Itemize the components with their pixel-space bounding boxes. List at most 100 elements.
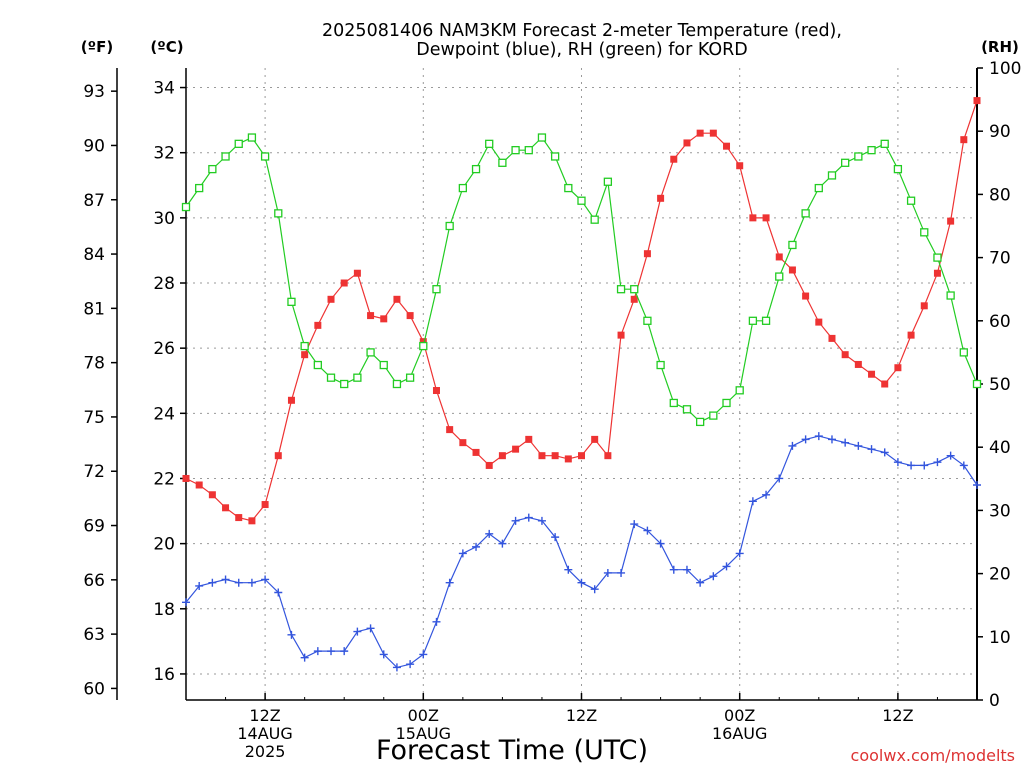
temperature-point	[538, 452, 546, 460]
dewpoint-point	[577, 578, 586, 587]
rh-point	[933, 253, 942, 262]
rh-point	[722, 398, 731, 408]
temperature-point	[643, 250, 651, 258]
rh-point	[775, 272, 784, 281]
rh-point	[630, 285, 639, 294]
left-axis-unit-celsius: (ºC)	[150, 38, 183, 56]
dewpoint-point	[379, 650, 388, 659]
dewpoint-point	[511, 516, 520, 525]
rh-point	[366, 348, 375, 357]
temperature-point	[723, 142, 731, 150]
rh-point	[906, 196, 916, 205]
dewpoint-point	[458, 549, 467, 558]
temperature-point	[788, 266, 796, 274]
rh-point	[458, 183, 468, 193]
dewpoint-point	[432, 617, 441, 626]
rh-point	[537, 133, 547, 142]
temperature-point	[248, 517, 256, 525]
time-tick-label: 16AUG	[712, 724, 767, 743]
temperature-point	[670, 155, 678, 163]
temperature-point	[709, 129, 717, 137]
temperature-point	[222, 504, 230, 512]
fahrenheit-tick-label: 60	[83, 679, 105, 699]
dewpoint-point	[841, 438, 850, 447]
dewpoint-point	[643, 526, 652, 535]
temperature-point	[472, 448, 480, 456]
rh-point	[419, 341, 428, 351]
dewpoint-point	[300, 653, 309, 662]
rh-point	[524, 146, 533, 155]
rh-point	[445, 221, 454, 231]
temperature-point	[432, 387, 440, 395]
celsius-tick-label: 32	[153, 144, 175, 164]
rh-point	[392, 379, 402, 389]
dewpoint-point	[472, 542, 481, 551]
temperature-point	[419, 338, 427, 346]
fahrenheit-tick-label: 81	[83, 299, 105, 319]
dewpoint-point	[630, 520, 639, 529]
temperature-point	[485, 461, 493, 469]
rh-point	[300, 341, 309, 351]
celsius-tick-label: 18	[153, 600, 175, 620]
time-tick-label: 12Z	[249, 706, 280, 725]
dewpoint-point	[656, 539, 665, 548]
dewpoint-point	[959, 461, 968, 470]
axes	[111, 67, 983, 701]
temperature-point	[340, 279, 348, 287]
dewpoint-point	[195, 581, 204, 590]
rh-point	[485, 139, 494, 148]
dewpoint-point	[366, 624, 375, 633]
dewpoint-point	[313, 647, 322, 656]
dewpoint-point	[221, 575, 230, 584]
fahrenheit-tick-label: 72	[83, 462, 105, 482]
temperature-point	[367, 312, 375, 320]
rh-point	[761, 316, 771, 325]
time-tick-label: 00Z	[408, 706, 439, 725]
rh-point	[550, 152, 560, 161]
rh-point	[788, 240, 797, 250]
rh-point	[920, 228, 929, 237]
rh-series	[181, 133, 982, 427]
rh-point	[827, 171, 837, 180]
dewpoint-point	[234, 578, 243, 587]
dewpoint-point	[617, 568, 626, 577]
temperature-point	[973, 97, 981, 105]
temperature-point	[235, 514, 243, 522]
temperature-point	[459, 439, 467, 447]
temperature-point	[828, 334, 836, 342]
rh-point	[195, 183, 204, 193]
x-axis-label: Forecast Time (UTC)	[376, 735, 648, 766]
rh-tick-label: 70	[989, 249, 1011, 269]
fahrenheit-tick-label: 93	[83, 82, 105, 102]
dewpoint-point	[274, 588, 283, 597]
temperature-point	[868, 370, 876, 378]
rh-tick-label: 0	[989, 691, 1000, 711]
temperature-point	[525, 435, 533, 443]
fahrenheit-tick-label: 66	[83, 571, 105, 591]
temperature-point	[815, 318, 823, 326]
celsius-tick-label: 34	[153, 79, 175, 99]
rh-point	[748, 316, 758, 325]
fahrenheit-tick-label: 78	[83, 354, 105, 374]
celsius-tick-label: 24	[153, 404, 175, 424]
temperature-point	[380, 315, 388, 323]
dewpoint-point	[907, 461, 916, 470]
temperature-point	[947, 217, 955, 225]
dewpoint-point	[682, 565, 691, 574]
rh-point	[854, 152, 863, 161]
dewpoint-point	[353, 627, 362, 636]
time-tick-label: 12Z	[882, 706, 913, 725]
celsius-tick-label: 16	[153, 665, 175, 685]
rh-point	[841, 158, 850, 167]
rh-point	[340, 379, 349, 389]
dewpoint-point	[801, 435, 810, 444]
temperature-point	[604, 452, 612, 460]
temperature-point	[327, 295, 335, 303]
temperature-point	[512, 445, 520, 453]
dewpoint-point	[419, 650, 428, 659]
temperature-point	[446, 426, 454, 434]
dewpoint-point	[788, 441, 797, 450]
dewpoint-point	[735, 549, 744, 558]
celsius-tick-label: 26	[153, 339, 175, 359]
